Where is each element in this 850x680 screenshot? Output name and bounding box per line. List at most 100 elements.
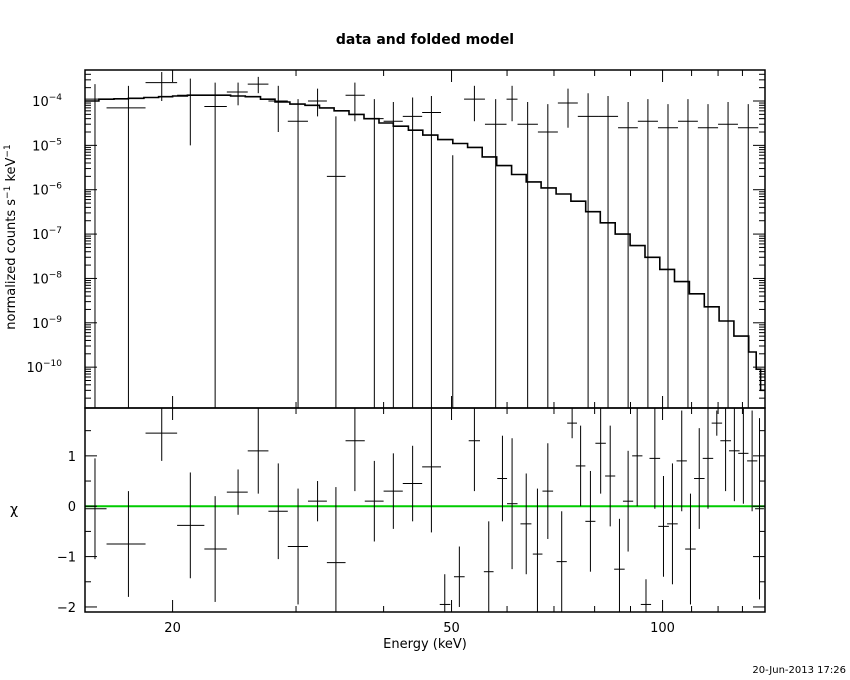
residual-point (483, 521, 494, 612)
data-point (697, 104, 719, 408)
residual-point (307, 481, 327, 522)
y-tick-label-base: 10 (32, 139, 49, 154)
y-tick-label: 10−8 (32, 270, 62, 287)
y-tick-label-exp: −10 (43, 359, 62, 369)
data-point (226, 82, 248, 106)
residual-point (567, 408, 578, 439)
residual-point (605, 425, 616, 527)
residual-point (595, 408, 606, 494)
y-tick-label-base: 10 (26, 361, 43, 376)
y-label-mid: keV (4, 157, 19, 185)
data-point (364, 99, 384, 408)
residual-point (226, 469, 248, 515)
bottom-y-axis-label: χ (10, 502, 18, 518)
residual-point (694, 428, 705, 529)
data-point (247, 76, 269, 94)
residual-point (204, 496, 227, 602)
residual-point (755, 418, 764, 600)
y-tick-label-base: 10 (32, 272, 49, 287)
data-point (402, 97, 423, 408)
residual-point (520, 473, 532, 575)
data-point (85, 84, 107, 408)
y-label-sup1: −1 (3, 186, 13, 199)
data-point (204, 82, 227, 408)
y-tick-label: 10−6 (32, 182, 62, 199)
residual-point (738, 408, 749, 504)
y-tick-label-base: 10 (32, 317, 49, 332)
y-tick-label: 10−4 (32, 93, 62, 110)
residual-point (268, 463, 288, 560)
data-point (737, 104, 759, 408)
residual-point (345, 408, 365, 492)
data-point (557, 88, 578, 128)
residual-points (85, 408, 764, 612)
y-tick-label: −2 (57, 601, 76, 616)
data-point (106, 85, 146, 408)
y-tick-label-base: 10 (32, 95, 49, 110)
top-y-axis-label: normalized counts s−1 keV−1 (3, 144, 19, 329)
residual-point (145, 408, 178, 461)
residual-point (497, 435, 508, 522)
residual-point (702, 408, 714, 509)
residual-point (422, 408, 442, 533)
residual-point (402, 445, 423, 522)
data-points (85, 72, 759, 408)
residual-point (383, 453, 403, 529)
residual-point (556, 511, 567, 612)
data-point (677, 99, 698, 408)
y-tick-label-exp: −4 (49, 93, 63, 103)
model-step-line (85, 94, 765, 392)
y-tick-label: −1 (57, 551, 76, 566)
data-point (145, 72, 178, 102)
data-point (345, 82, 365, 122)
y-tick-label: 10−7 (32, 226, 62, 243)
x-tick-label: 100 (650, 621, 675, 636)
residual-point (507, 438, 518, 570)
data-point (618, 101, 638, 408)
data-point (422, 95, 442, 408)
y-tick-label-exp: −8 (49, 270, 63, 280)
residual-point (658, 476, 669, 577)
top-plot-frame (84, 69, 766, 409)
x-tick-label: 50 (443, 621, 460, 636)
top-x-ticks (172, 70, 766, 408)
residual-point (575, 425, 586, 507)
model-line (85, 94, 765, 392)
y-tick-label-exp: −7 (49, 226, 62, 236)
y-tick-label: 1 (68, 450, 76, 465)
residual-point (632, 408, 643, 507)
y-tick-label-exp: −6 (49, 182, 63, 192)
residual-point (747, 410, 758, 512)
data-point (598, 95, 619, 408)
y-label-base: normalized counts s (4, 199, 19, 330)
data-point (537, 104, 558, 408)
residual-point (439, 574, 451, 612)
bottom-y-ticks: −2 −1 0 1 (57, 430, 765, 616)
residual-point (729, 408, 740, 502)
y-tick-label-base: 10 (32, 228, 49, 243)
y-tick-label: 10−5 (32, 137, 62, 154)
residual-point (685, 493, 696, 605)
residual-point (326, 487, 346, 612)
residual-point (364, 460, 384, 542)
residual-point (85, 458, 107, 560)
data-point (484, 99, 507, 408)
residual-point (622, 450, 634, 552)
y-tick-label: 10−9 (32, 315, 62, 332)
residual-point (453, 546, 465, 607)
residual-point (247, 408, 269, 494)
residual-point (468, 408, 481, 492)
data-point (577, 93, 599, 408)
data-point (307, 88, 327, 117)
residual-point (720, 408, 731, 492)
bottom-x-ticks: 20 50 100 (164, 408, 766, 636)
data-point (268, 85, 288, 133)
data-point (464, 85, 485, 122)
residual-point (287, 488, 308, 605)
residual-point (585, 470, 596, 572)
y-tick-label-base: 10 (32, 184, 49, 199)
residual-point (711, 410, 723, 436)
data-point (177, 78, 205, 146)
